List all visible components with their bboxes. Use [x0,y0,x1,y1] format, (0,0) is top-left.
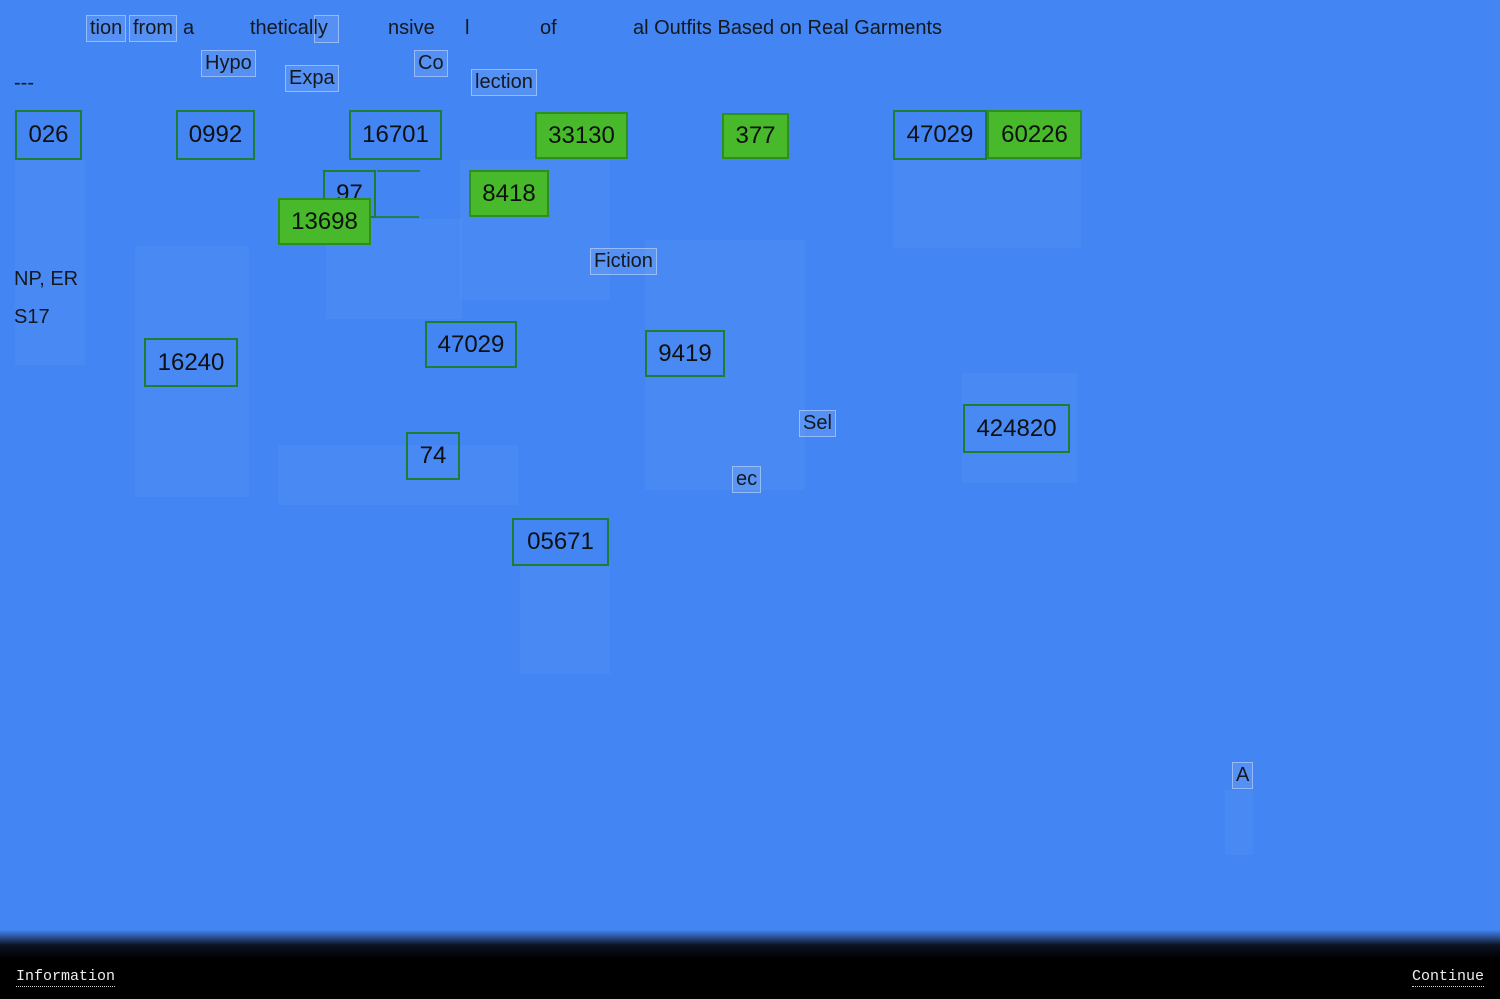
box-label: 47029 [906,121,974,148]
box-377-green[interactable]: 377 [722,113,789,159]
box-label: 9419 [658,339,712,367]
fragment-word-l: l [465,17,470,39]
fragment-word-dashes: --- [14,72,34,94]
background-tile [278,445,518,505]
stray-border-line [371,216,419,218]
fragment-chip-co[interactable]: Co [414,50,448,77]
background-tile [135,246,249,497]
fragment-chip-sel[interactable]: Sel [799,410,836,437]
box-8418-green[interactable]: 8418 [469,170,549,217]
fragment-slot [314,15,339,43]
footer-bar: Information Continue [0,930,1500,999]
fragment-chip-from[interactable]: from [129,15,177,42]
box-label: 13698 [291,207,358,235]
box-47029-mid[interactable]: 47029 [425,321,517,368]
box-label: 16240 [157,348,225,376]
box-16240[interactable]: 16240 [144,338,238,387]
continue-link[interactable]: Continue [1411,968,1484,987]
box-label: 377 [735,122,776,149]
box-label: 026 [28,121,69,148]
box-label: 47029 [437,330,505,358]
box-label: 33130 [548,121,615,149]
fragment-chip-hypo[interactable]: Hypo [201,50,256,77]
box-label: 16701 [362,121,429,148]
box-label: 60226 [1001,120,1068,148]
fragment-word-nsive: nsive [388,17,435,39]
fragment-word-thetically: thetically [250,17,328,39]
fragment-chip-fiction[interactable]: Fiction [590,248,657,275]
box-33130-green[interactable]: 33130 [535,112,628,159]
label-np-er: NP, ER [14,268,79,290]
box-label: 0992 [188,121,243,148]
box-026[interactable]: 026 [15,110,82,160]
fragment-chip-ec[interactable]: ec [732,466,762,493]
background-tile [645,240,805,490]
box-label: 74 [419,442,447,469]
fragment-chip-lection[interactable]: lection [471,69,537,96]
title-text: al Outfits Based on Real Garments [633,17,943,39]
box-60226-green[interactable]: 60226 [987,110,1082,159]
fragment-word-of: of [540,17,557,39]
box-0992[interactable]: 0992 [176,110,255,160]
background-tile [15,160,85,365]
label-s17: S17 [14,306,50,328]
box-16701[interactable]: 16701 [349,110,442,160]
background-tile [962,373,1077,483]
box-74[interactable]: 74 [406,432,460,480]
stray-border-line [377,170,420,172]
box-label: 8418 [482,179,536,207]
box-9419[interactable]: 9419 [645,330,725,377]
box-label: 424820 [976,414,1057,442]
box-05671[interactable]: 05671 [512,518,609,566]
information-link[interactable]: Information [16,968,116,987]
fragment-word-a: a [183,17,195,39]
box-424820[interactable]: 424820 [963,404,1070,453]
fragment-chip-tion[interactable]: tion [86,15,127,42]
fragment-chip-expa[interactable]: Expa [285,65,339,92]
background-tile [1225,790,1253,855]
background-tile [520,566,610,674]
box-47029-top[interactable]: 47029 [893,110,987,160]
fragment-chip-a[interactable]: A [1232,762,1254,789]
background-tile [893,160,1081,248]
box-label: 05671 [527,528,594,555]
box-13698-green[interactable]: 13698 [278,198,371,245]
